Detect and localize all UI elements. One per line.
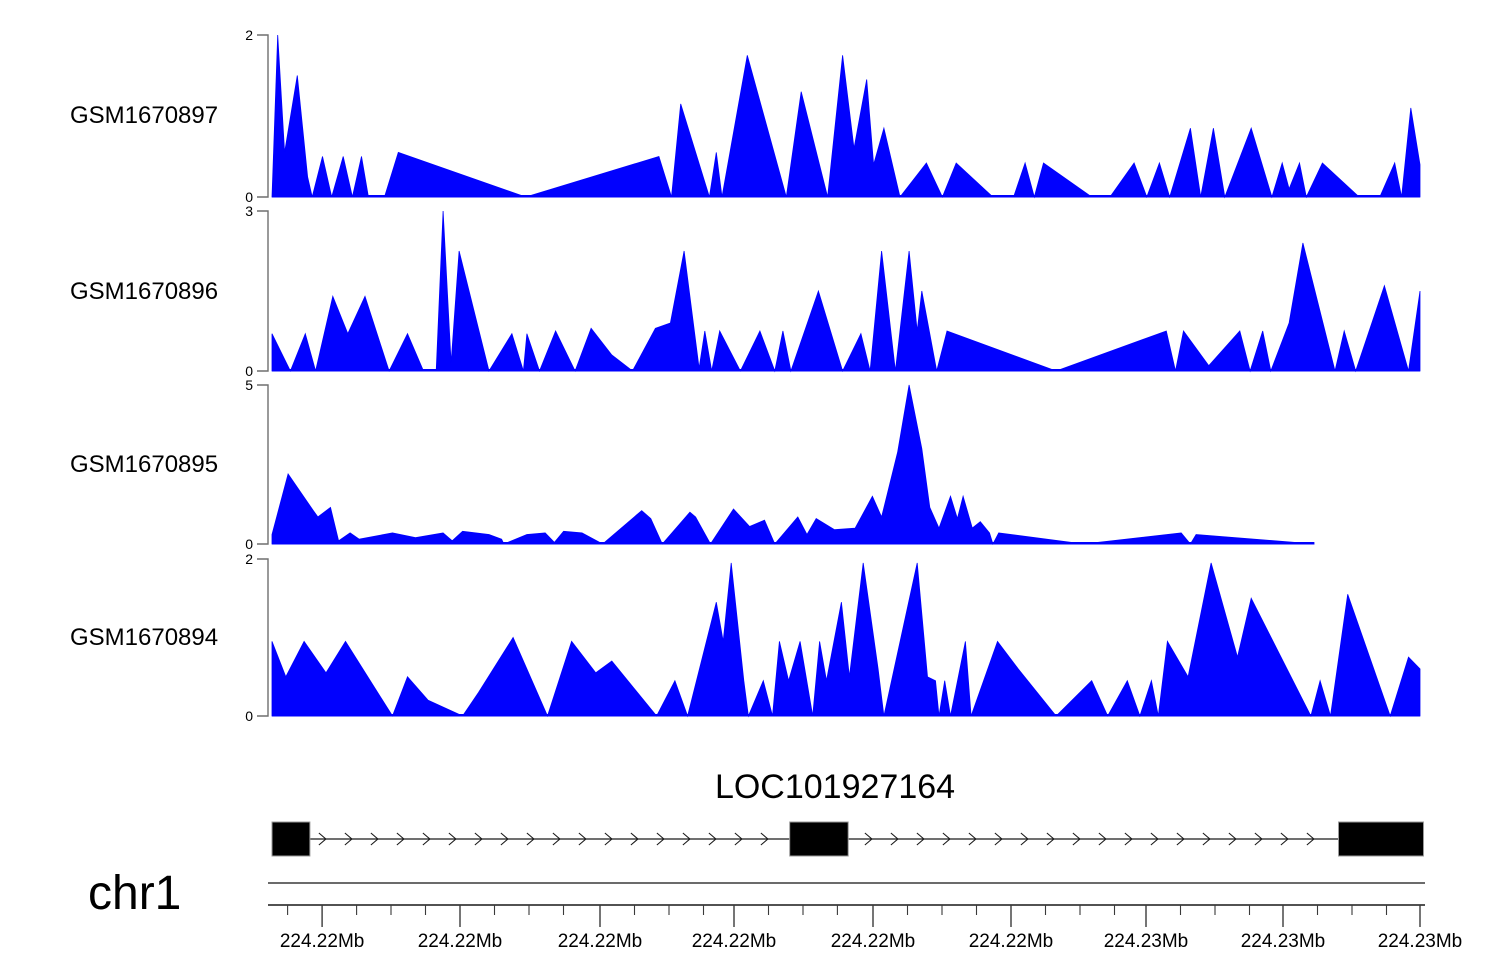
y-axis-bracket — [257, 384, 269, 545]
strand-arrow-icon — [1176, 832, 1185, 846]
strand-arrow-icon — [630, 832, 639, 846]
axis-tick-label: 224.22Mb — [831, 931, 916, 952]
track-label-gsm1670895: GSM1670895 — [70, 451, 219, 478]
coverage-area — [271, 210, 1421, 373]
strand-arrow-icon — [1280, 832, 1289, 846]
strand-arrow-icon — [1124, 832, 1133, 846]
strand-arrow-icon — [422, 832, 431, 846]
axis-ticks — [287, 905, 1421, 927]
strand-arrows — [318, 832, 1315, 846]
strand-arrow-icon — [396, 832, 405, 846]
strand-arrow-icon — [994, 832, 1003, 846]
y-axis-zero-label: 0 — [245, 708, 253, 724]
y-axis-zero-label: 0 — [245, 189, 253, 205]
y-axis-max-label: 5 — [245, 377, 253, 393]
coverage-area — [271, 34, 1421, 199]
gene-model-track — [271, 821, 1424, 857]
exon-box — [1338, 821, 1424, 857]
strand-arrow-icon — [526, 832, 535, 846]
coverage-track-gsm1670895: 50 — [245, 377, 1315, 552]
axis-tick-label: 224.22Mb — [692, 931, 777, 952]
strand-arrow-icon — [604, 832, 613, 846]
y-axis-zero-label: 0 — [245, 536, 253, 552]
axis-tick-label: 224.22Mb — [418, 931, 503, 952]
exon-box — [789, 821, 849, 857]
exon-box — [271, 821, 311, 857]
strand-arrow-icon — [1202, 832, 1211, 846]
strand-arrow-icon — [942, 832, 951, 846]
strand-arrow-icon — [552, 832, 561, 846]
gene-name-label: LOC101927164 — [714, 768, 956, 806]
strand-arrow-icon — [968, 832, 977, 846]
strand-arrow-icon — [656, 832, 665, 846]
strand-arrow-icon — [1150, 832, 1159, 846]
strand-arrow-icon — [1306, 832, 1315, 846]
y-axis-max-label: 2 — [245, 551, 253, 567]
strand-arrow-icon — [1020, 832, 1029, 846]
strand-arrow-icon — [1254, 832, 1263, 846]
axis-tick-label: 224.22Mb — [969, 931, 1054, 952]
coverage-area — [271, 562, 1421, 718]
chromosome-label: chr1 — [88, 867, 182, 920]
axis-tick-label: 224.22Mb — [280, 931, 365, 952]
strand-arrow-icon — [734, 832, 743, 846]
y-axis-max-label: 3 — [245, 203, 253, 219]
strand-arrow-icon — [370, 832, 379, 846]
axis-tick-label: 224.23Mb — [1241, 931, 1326, 952]
strand-arrow-icon — [760, 832, 769, 846]
y-axis-max-label: 2 — [245, 27, 253, 43]
strand-arrow-icon — [864, 832, 873, 846]
axis-tick-label: 224.22Mb — [558, 931, 643, 952]
strand-arrow-icon — [448, 832, 457, 846]
strand-arrow-icon — [1228, 832, 1237, 846]
y-axis-bracket — [257, 558, 269, 717]
strand-arrow-icon — [474, 832, 483, 846]
y-axis-bracket — [257, 210, 269, 372]
strand-arrow-icon — [500, 832, 509, 846]
strand-arrow-icon — [344, 832, 353, 846]
track-label-gsm1670896: GSM1670896 — [70, 278, 219, 305]
strand-arrow-icon — [1072, 832, 1081, 846]
coverage-area — [271, 384, 1315, 546]
strand-arrow-icon — [578, 832, 587, 846]
strand-arrow-icon — [890, 832, 899, 846]
track-label-gsm1670897: GSM1670897 — [70, 102, 219, 129]
strand-arrow-icon — [916, 832, 925, 846]
strand-arrow-icon — [682, 832, 691, 846]
axis-tick-label: 224.23Mb — [1378, 931, 1463, 952]
strand-arrow-icon — [1098, 832, 1107, 846]
axis-tick-label: 224.23Mb — [1104, 931, 1189, 952]
track-label-gsm1670894: GSM1670894 — [70, 624, 219, 651]
genome-axis-track: 224.22Mb 224.22Mb 224.22Mb 224.22Mb 224.22Mb… — [268, 882, 1463, 952]
strand-arrow-icon — [1046, 832, 1055, 846]
coverage-track-gsm1670894: 20 — [245, 551, 1421, 724]
strand-arrow-icon — [708, 832, 717, 846]
coverage-track-gsm1670896: 30 — [245, 203, 1421, 379]
y-axis-bracket — [257, 34, 269, 198]
y-axis-zero-label: 0 — [245, 363, 253, 379]
coverage-track-gsm1670897: 20 — [245, 27, 1421, 205]
strand-arrow-icon — [318, 832, 327, 846]
